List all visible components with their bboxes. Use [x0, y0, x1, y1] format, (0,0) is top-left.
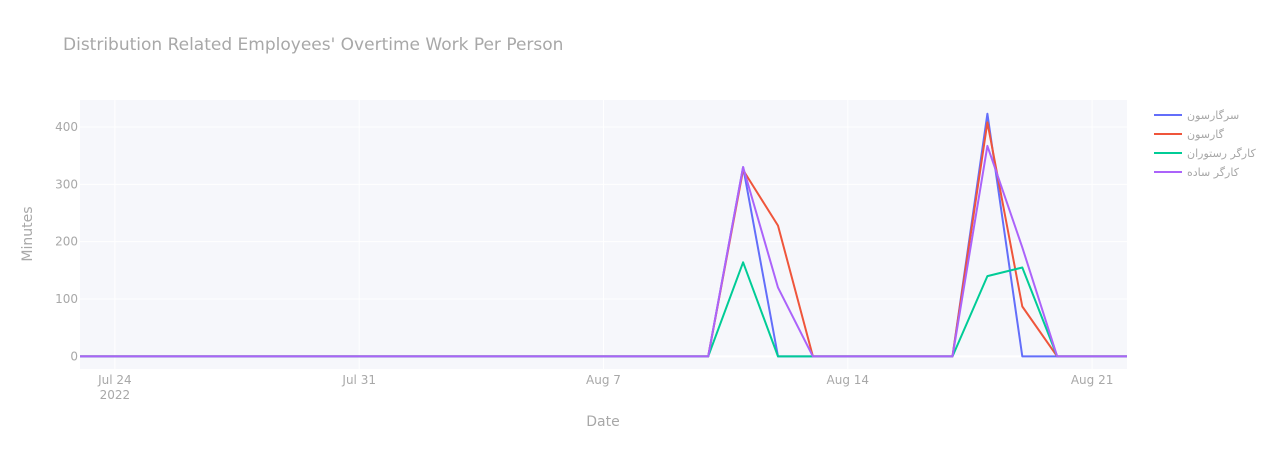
- legend-item-4[interactable]: کارگر ساده: [1154, 166, 1240, 179]
- y-tick-label: 200: [55, 235, 78, 249]
- x-tick-label: Aug 14: [827, 373, 870, 387]
- legend-label: گارسون: [1187, 128, 1225, 141]
- y-tick-label: 100: [55, 292, 78, 306]
- x-tick-label: Aug 7: [586, 373, 621, 387]
- x-axis-title: Date: [586, 414, 619, 430]
- x-tick-label: Jul 24: [97, 373, 132, 387]
- y-tick-label: 300: [55, 177, 78, 191]
- x-tick-year-label: 2022: [100, 388, 131, 402]
- legend-item-1[interactable]: سرگارسون: [1154, 109, 1239, 122]
- legend-label: کارگر رستوران: [1187, 147, 1256, 160]
- y-axis-ticks: 0 100 200 300 400: [55, 120, 78, 363]
- series-line-4[interactable]: [80, 144, 1127, 358]
- legend-label: سرگارسون: [1187, 109, 1239, 122]
- grid-lines: [80, 100, 1127, 369]
- y-tick-label: 0: [70, 349, 78, 363]
- series-lines: [80, 112, 1127, 358]
- y-axis-title: Minutes: [20, 206, 36, 261]
- y-tick-label: 400: [55, 120, 78, 134]
- chart-title: Distribution Related Employees' Overtime…: [63, 35, 563, 55]
- legend-label: کارگر ساده: [1187, 166, 1240, 179]
- x-tick-label: Aug 21: [1071, 373, 1114, 387]
- legend[interactable]: سرگارسون گارسون کارگر رستوران کارگر ساده: [1154, 109, 1256, 179]
- legend-item-3[interactable]: کارگر رستوران: [1154, 147, 1256, 160]
- legend-item-2[interactable]: گارسون: [1154, 128, 1225, 141]
- x-tick-label: Jul 31: [341, 373, 376, 387]
